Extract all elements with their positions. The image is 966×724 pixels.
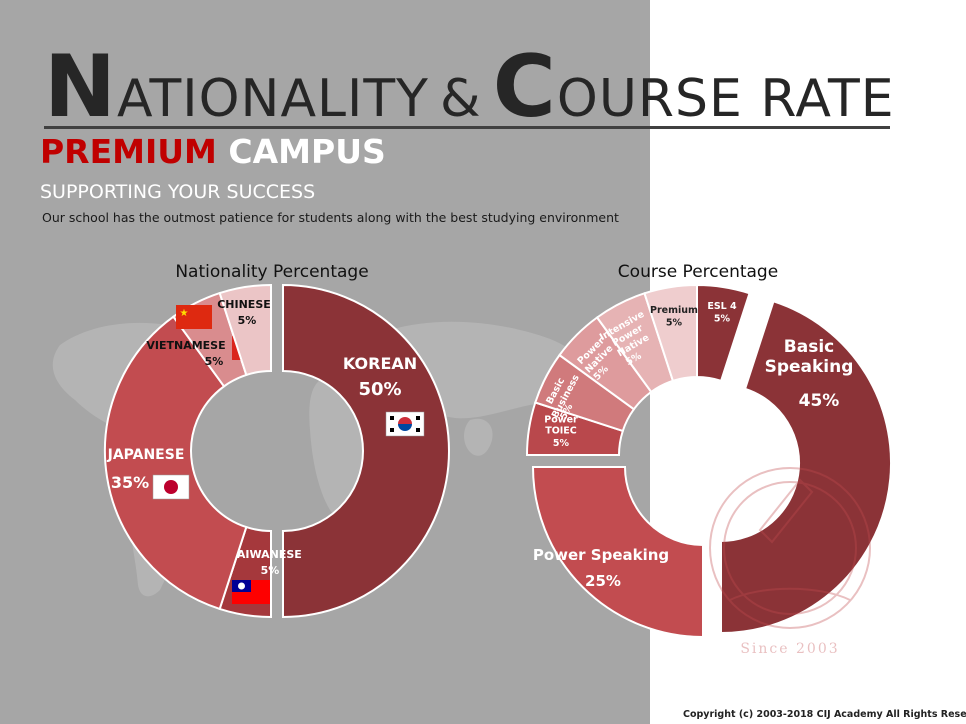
nationality-donut-chart: Nationality Percentage KOREAN 50% TAIWANESE…: [103, 262, 450, 619]
slice-label-premium: Premium: [650, 305, 698, 316]
campus-word: CAMPUS: [228, 132, 386, 171]
slice-value-premium: 5%: [666, 318, 683, 329]
seal-banner: [729, 587, 851, 601]
slice-japanese: [103, 315, 248, 611]
page-title: NATIONALITY & COURSE RATE: [44, 44, 895, 130]
seal-since-text: Since 2003: [740, 641, 839, 657]
slice-value-vietnamese: 5%: [205, 355, 224, 368]
slice-value-chinese: 5%: [238, 314, 257, 327]
premium-word: PREMIUM: [40, 132, 217, 171]
korea-flag-icon: [385, 411, 425, 437]
slice-label-chinese: CHINESE: [217, 298, 271, 311]
chart-title: Nationality Percentage: [175, 262, 368, 282]
tagline: SUPPORTING YOUR SUCCESS: [40, 181, 316, 203]
svg-text:★: ★: [180, 308, 189, 319]
title-initial-c: C: [492, 37, 557, 137]
description-text: Our school has the outmost patience for …: [42, 210, 619, 225]
slice-esl-4: [696, 283, 751, 383]
japan-flag-icon: [152, 474, 190, 500]
slice-label-basic-speaking: Basic Speaking: [765, 337, 854, 377]
slice-label-korean: KOREAN: [343, 354, 417, 373]
slice-label-taiwanese: TAIWANESE: [230, 548, 302, 561]
slice-value-esl-4: 5%: [714, 314, 731, 325]
academy-seal-watermark: Since 2003: [709, 467, 871, 657]
slice-value-taiwanese: 5%: [261, 564, 280, 577]
slice-label-vietnamese: VIETNAMESE: [146, 339, 225, 352]
slice-value-japanese: 35%: [111, 473, 149, 492]
slice-label-power-speaking: Power Speaking: [533, 546, 669, 564]
title-word-nationality: ATIONALITY: [116, 69, 429, 129]
slice-basic-speaking: [720, 300, 893, 635]
title-ampersand: &: [440, 69, 482, 129]
slice-value-basic-speaking: 45%: [799, 391, 840, 411]
title-word-course-rate: OURSE RATE: [556, 69, 895, 129]
slice-korean: [282, 283, 450, 619]
slice-power-speaking: [531, 466, 704, 639]
slice-value-power-toiec: 5%: [553, 438, 570, 449]
campus-subtitle: PREMIUM CAMPUS: [40, 132, 386, 171]
slice-value-korean: 50%: [358, 379, 401, 400]
seal-pen-icon: [758, 478, 814, 544]
slice-label-esl-4: ESL 4: [707, 301, 737, 312]
seal-inner-circle: [723, 481, 857, 615]
taiwan-flag-icon: [232, 580, 270, 604]
slice-chinese: [218, 283, 272, 377]
chart-title: Course Percentage: [618, 262, 778, 282]
copyright-notice: Copyright (c) 2003-2018 CIJ Academy All …: [683, 709, 966, 720]
title-initial-n: N: [44, 37, 117, 137]
course-donut-chart: Course Percentage Basic Speaking 45% Power S…: [525, 262, 893, 639]
slice-value-power-speaking: 25%: [585, 572, 621, 590]
slice-label-power-toiec: Power TOIEC: [544, 414, 578, 436]
slice-label-japanese: JAPANESE: [107, 447, 185, 463]
title-underline: [44, 126, 890, 129]
china-flag-icon: ★: [176, 305, 212, 329]
seal-outer-circle: [709, 467, 871, 629]
